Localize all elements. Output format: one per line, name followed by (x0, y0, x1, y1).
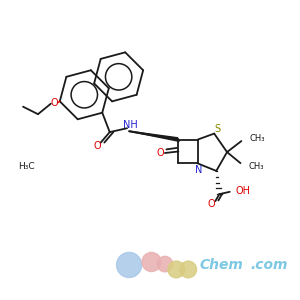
Circle shape (117, 252, 142, 278)
Circle shape (142, 252, 161, 272)
Text: .com: .com (250, 258, 287, 272)
Text: O: O (51, 98, 58, 108)
Text: S: S (215, 124, 221, 134)
Text: N: N (195, 165, 202, 175)
Circle shape (180, 261, 196, 278)
Text: H₃C: H₃C (19, 162, 35, 171)
Circle shape (168, 261, 184, 278)
Text: O: O (156, 148, 164, 158)
Circle shape (157, 256, 173, 272)
Polygon shape (129, 131, 179, 141)
Text: Chem: Chem (199, 258, 243, 272)
Text: CH₃: CH₃ (249, 162, 264, 171)
Text: O: O (208, 199, 215, 209)
Text: O: O (93, 141, 101, 151)
Text: NH: NH (123, 120, 138, 130)
Text: OH: OH (236, 186, 251, 196)
Text: CH₃: CH₃ (250, 134, 265, 142)
